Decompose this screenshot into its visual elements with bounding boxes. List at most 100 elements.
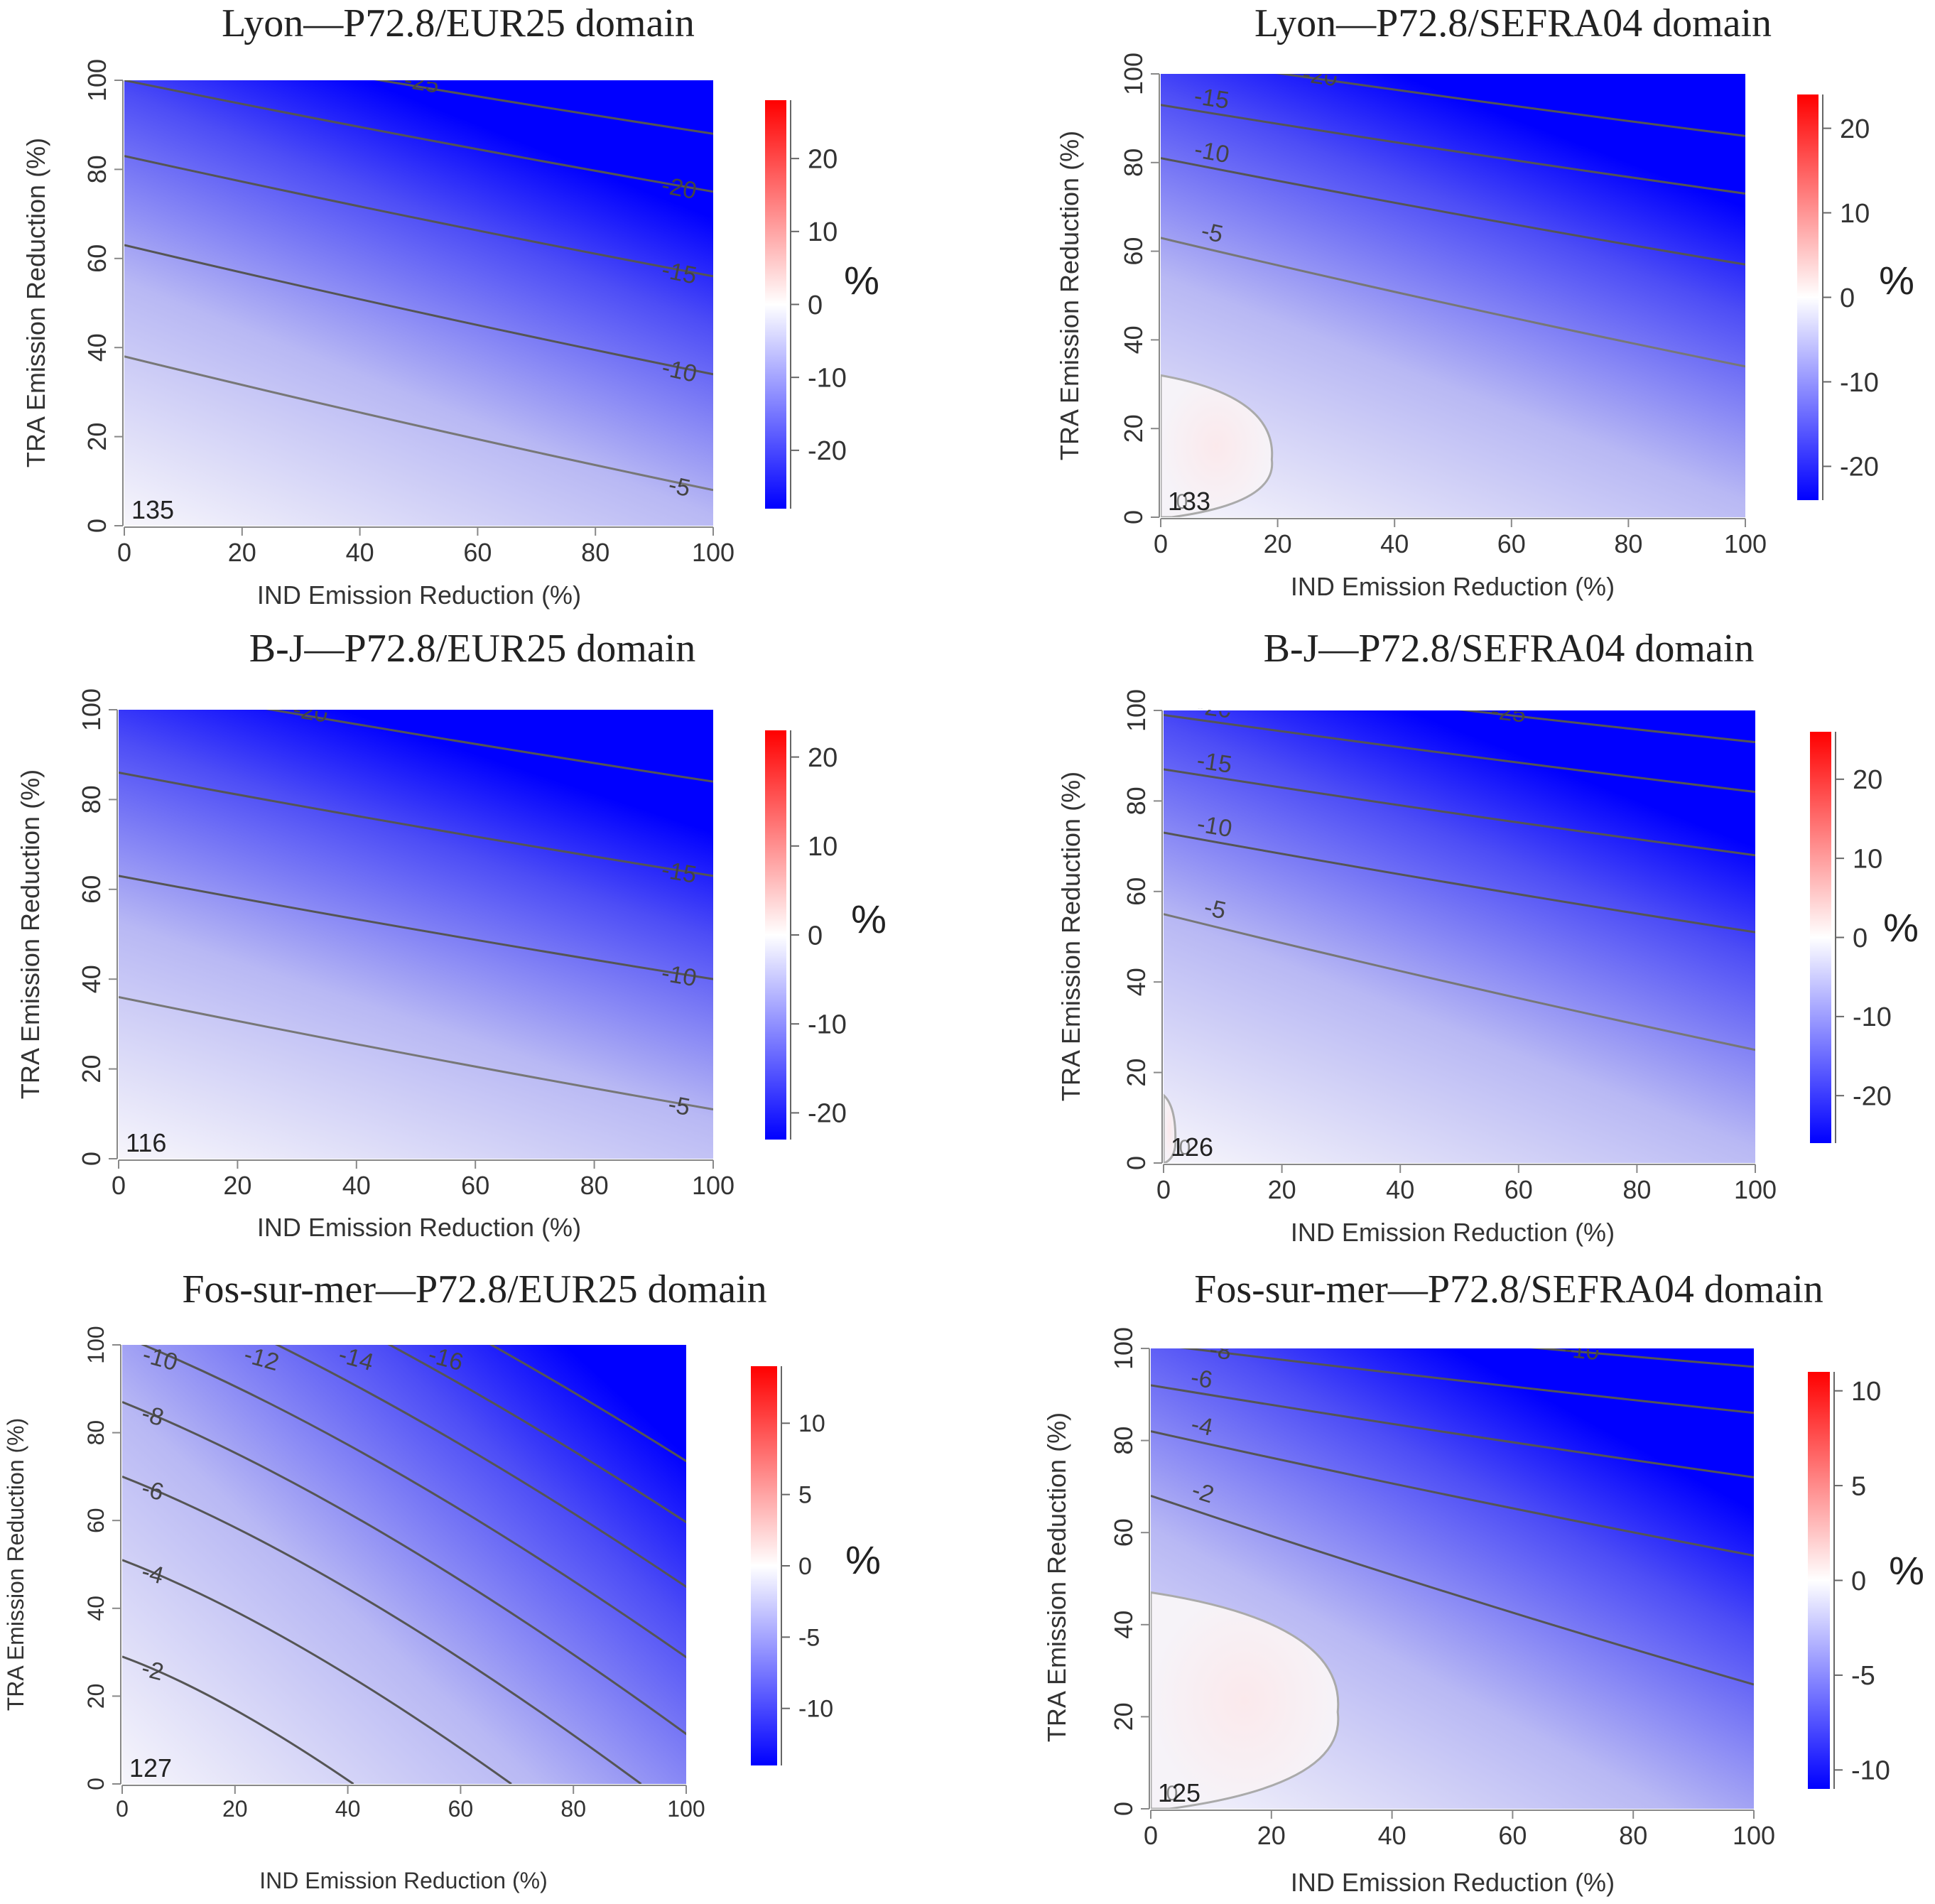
y-tick-label: 60	[1122, 877, 1151, 906]
contour-line-4	[374, 80, 713, 135]
colorbar	[765, 730, 786, 1140]
x-tick-label: 0	[117, 538, 131, 567]
x-tick-label: 100	[1724, 529, 1767, 558]
colorbar	[765, 100, 786, 509]
colorbar-tick-label: -5	[1851, 1661, 1875, 1691]
colorbar-tick-label: -5	[798, 1624, 820, 1651]
colorbar-tick-label: 0	[808, 921, 823, 951]
x-tick-label: 80	[1622, 1175, 1651, 1204]
contour-line-1	[1161, 157, 1745, 266]
contour-label-3: -20	[1196, 693, 1234, 724]
y-tick-label: 60	[77, 875, 106, 904]
colorbar-unit: %	[1883, 905, 1919, 950]
chart-title: B-J—P72.8/SEFRA04 domain	[1264, 627, 1755, 671]
contour-label-3: -20	[659, 172, 698, 205]
contour-zero-label: 0	[1179, 1136, 1191, 1159]
colorbar-tick-label: -20	[1853, 1081, 1892, 1111]
chart-title: Lyon—P72.8/EUR25 domain	[222, 1, 695, 45]
contour-line-2	[1164, 768, 1755, 857]
contour-line-4	[1529, 1348, 1754, 1368]
x-tick-label: 60	[1497, 529, 1526, 558]
y-tick-label: 0	[77, 1152, 106, 1166]
contour-line-3	[1179, 1348, 1754, 1415]
contour-label-1: -4	[1189, 1410, 1215, 1441]
x-axis-label: IND Emission Reduction (%)	[259, 1868, 547, 1893]
contour-line-0	[122, 1655, 354, 1784]
contour-zero	[1151, 1591, 1340, 1809]
contour-label-4: -10	[1563, 1336, 1600, 1365]
colorbar-unit: %	[845, 1537, 881, 1582]
contour-label-1: -10	[1192, 136, 1231, 168]
contour-line-5	[274, 1345, 686, 1589]
y-tick-label: 20	[83, 1684, 109, 1709]
contour-line-2	[124, 155, 713, 278]
colorbar-unit: %	[1889, 1548, 1924, 1593]
colorbar-tick-label: 20	[1853, 765, 1882, 795]
y-tick-label: 0	[83, 1778, 109, 1790]
contour-label-1: -10	[1195, 811, 1234, 843]
y-tick-label: 0	[82, 519, 112, 533]
y-tick-label: 40	[1122, 968, 1151, 996]
colorbar-tick-label: 5	[798, 1482, 812, 1509]
x-tick-label: 100	[1734, 1175, 1777, 1204]
y-tick-label: 100	[1122, 689, 1151, 732]
colorbar-tick-label: 0	[1840, 283, 1855, 313]
y-axis-label: TRA Emission Reduction (%)	[1055, 131, 1084, 460]
colorbar-tick-label: 10	[1851, 1377, 1881, 1407]
chart-title: Fos-sur-mer—P72.8/SEFRA04 domain	[1194, 1267, 1823, 1311]
contour-line-4	[141, 1345, 686, 1659]
y-tick-label: 0	[1122, 1156, 1151, 1170]
colorbar	[1810, 732, 1831, 1143]
x-tick-label: 0	[1144, 1821, 1158, 1850]
colorbar	[751, 1366, 777, 1765]
contour-label-2: -15	[659, 856, 698, 889]
x-tick-label: 60	[461, 1171, 489, 1200]
x-tick-label: 20	[1264, 529, 1292, 558]
colorbar-tick-label: -10	[1851, 1756, 1890, 1786]
y-tick-label: 20	[1109, 1702, 1138, 1731]
y-tick-label: 20	[82, 423, 112, 451]
heatmap-field	[1164, 710, 1755, 1163]
chart-title: Fos-sur-mer—P72.8/EUR25 domain	[182, 1267, 766, 1311]
contour-zero	[1164, 1093, 1177, 1163]
y-tick-label: 80	[83, 1420, 109, 1446]
y-tick-label: 60	[83, 1508, 109, 1533]
colorbar-tick-label: 0	[798, 1553, 812, 1580]
x-tick-label: 0	[112, 1171, 126, 1200]
contour-line-0	[1151, 1494, 1754, 1686]
colorbar-unit: %	[851, 897, 887, 941]
corner-label: 127	[129, 1753, 172, 1783]
x-tick-label: 40	[346, 538, 374, 567]
corner-label: 126	[1171, 1132, 1213, 1162]
colorbar-tick-label: 10	[1840, 199, 1870, 229]
y-tick-label: 20	[1122, 1059, 1151, 1087]
colorbar	[1808, 1372, 1830, 1789]
y-tick-label: 100	[77, 688, 106, 731]
contour-zero	[1161, 374, 1274, 517]
contour-label-0: -5	[666, 1091, 693, 1121]
contour-label-3: -20	[1301, 60, 1339, 92]
x-tick-label: 80	[581, 538, 609, 567]
colorbar-tick-label: 10	[808, 217, 838, 247]
colorbar-tick-label: -10	[808, 1010, 847, 1040]
y-axis-label: TRA Emission Reduction (%)	[3, 1418, 28, 1711]
corner-label: 125	[1158, 1778, 1200, 1807]
contour-label-2: -15	[1196, 747, 1234, 779]
x-axis-label: IND Emission Reduction (%)	[257, 580, 581, 610]
x-axis-label: IND Emission Reduction (%)	[1291, 1218, 1615, 1247]
x-tick-label: 60	[1498, 1821, 1527, 1850]
x-tick-label: 100	[667, 1796, 705, 1822]
x-tick-label: 40	[1378, 1821, 1406, 1850]
y-tick-label: 40	[82, 333, 112, 362]
x-axis-label: IND Emission Reduction (%)	[257, 1213, 581, 1242]
corner-label: 133	[1168, 487, 1210, 516]
x-tick-label: 60	[463, 538, 492, 567]
contour-line-1	[1151, 1430, 1754, 1557]
contour-line-6	[387, 1345, 686, 1524]
colorbar-tick-label: 0	[808, 291, 823, 320]
contour-line-0	[119, 996, 713, 1110]
x-tick-label: 80	[1614, 529, 1642, 558]
contour-line-1	[1164, 831, 1755, 934]
